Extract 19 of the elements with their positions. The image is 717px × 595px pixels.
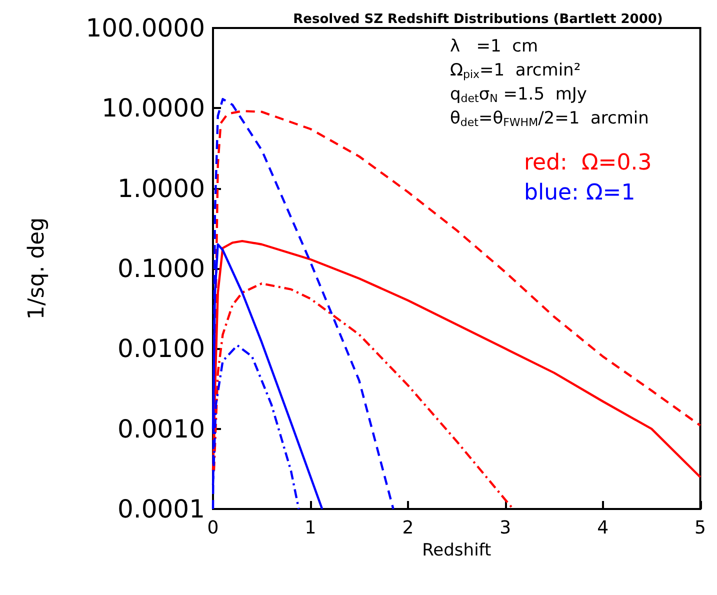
x-tick-label: 5 [694,518,706,538]
y-tick-label: 0.0001 [118,494,205,524]
annotation: red: Ω=0.3 [524,150,652,176]
x-tick-label: 1 [304,518,316,538]
y-tick-label: 100.0000 [86,14,205,42]
x-tick-label: 4 [597,518,609,538]
x-axis-title: Redshift [422,540,492,560]
x-tick-label: 0 [207,518,219,538]
chart-title: Resolved SZ Redshift Distributions (Bartlett 2000) [293,12,663,27]
annotation: λ =1 cm [450,36,538,56]
y-axis-title: 1/sq. deg [24,217,50,320]
y-tick-label: 0.1000 [118,254,205,283]
x-tick-label: 2 [402,518,414,538]
annotation: blue: Ω=1 [524,180,636,206]
y-tick-label: 0.0010 [118,414,205,444]
y-tick-label: 1.0000 [118,174,205,203]
y-tick-label: 0.0100 [118,334,205,364]
y-tick-label: 10.0000 [102,94,205,123]
x-tick-label: 3 [500,518,512,538]
